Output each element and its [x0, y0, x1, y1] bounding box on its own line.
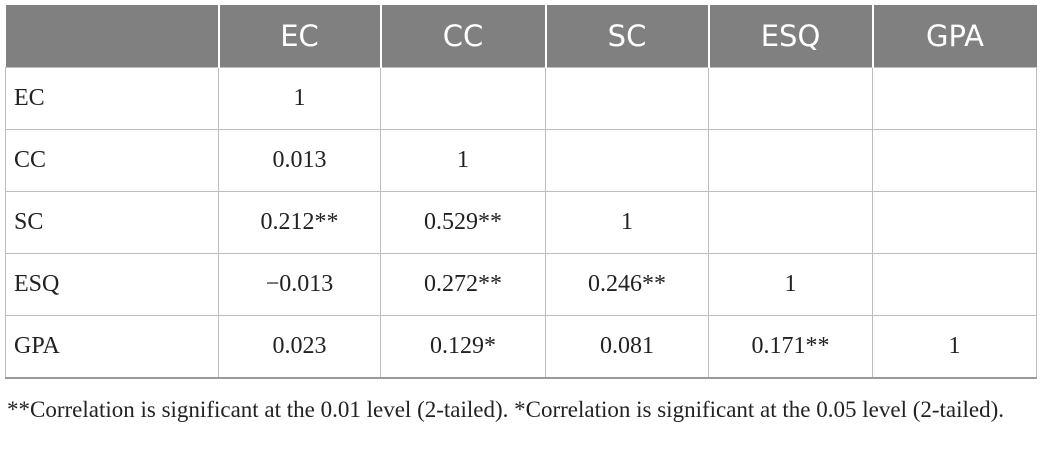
column-header: GPA [871, 5, 1037, 68]
table-body: EC 1 CC 0.013 1 SC 0.212** 0.529** 1 ESQ −0.013 0.2… [5, 67, 1037, 379]
column-header: ESQ [707, 5, 873, 68]
column-header: CC [379, 5, 546, 68]
correlation-cell: 1 [218, 67, 381, 130]
correlation-cell: 1 [872, 315, 1037, 379]
row-label: CC [5, 129, 219, 192]
correlation-cell: 0.212** [218, 191, 381, 254]
empty-cell [708, 129, 873, 192]
row-label: GPA [5, 315, 219, 379]
correlation-cell: 0.081 [545, 315, 709, 379]
empty-cell [872, 67, 1037, 130]
column-header: SC [544, 5, 709, 68]
table-row: GPA 0.023 0.129* 0.081 0.171** 1 [5, 315, 1037, 379]
correlation-cell: 0.246** [545, 253, 709, 316]
empty-cell [872, 253, 1037, 316]
correlation-cell: 1 [708, 253, 873, 316]
correlation-cell: 1 [545, 191, 709, 254]
empty-cell [380, 67, 546, 130]
correlation-cell: 0.171** [708, 315, 873, 379]
header-row: EC CC SC ESQ GPA [5, 5, 1037, 68]
empty-cell [708, 191, 873, 254]
correlation-cell: 0.023 [218, 315, 381, 379]
table-row: SC 0.212** 0.529** 1 [5, 191, 1037, 254]
table-row: CC 0.013 1 [5, 129, 1037, 192]
correlation-cell: 0.013 [218, 129, 381, 192]
correlation-cell: 1 [380, 129, 546, 192]
corner-cell [5, 5, 219, 68]
empty-cell [872, 129, 1037, 192]
table-row: ESQ −0.013 0.272** 0.246** 1 [5, 253, 1037, 316]
row-label: SC [5, 191, 219, 254]
row-label: EC [5, 67, 219, 130]
empty-cell [708, 67, 873, 130]
correlation-cell: 0.129* [380, 315, 546, 379]
correlation-cell: 0.272** [380, 253, 546, 316]
column-header: EC [217, 5, 381, 68]
row-label: ESQ [5, 253, 219, 316]
correlation-table: EC CC SC ESQ GPA EC 1 CC 0.013 1 SC 0.212** 0.529**… [5, 5, 1037, 379]
table-row: EC 1 [5, 67, 1037, 130]
empty-cell [545, 67, 709, 130]
correlation-cell: 0.529** [380, 191, 546, 254]
correlation-cell: −0.013 [218, 253, 381, 316]
empty-cell [545, 129, 709, 192]
empty-cell [872, 191, 1037, 254]
footnote: **Correlation is significant at the 0.01… [7, 397, 1005, 422]
